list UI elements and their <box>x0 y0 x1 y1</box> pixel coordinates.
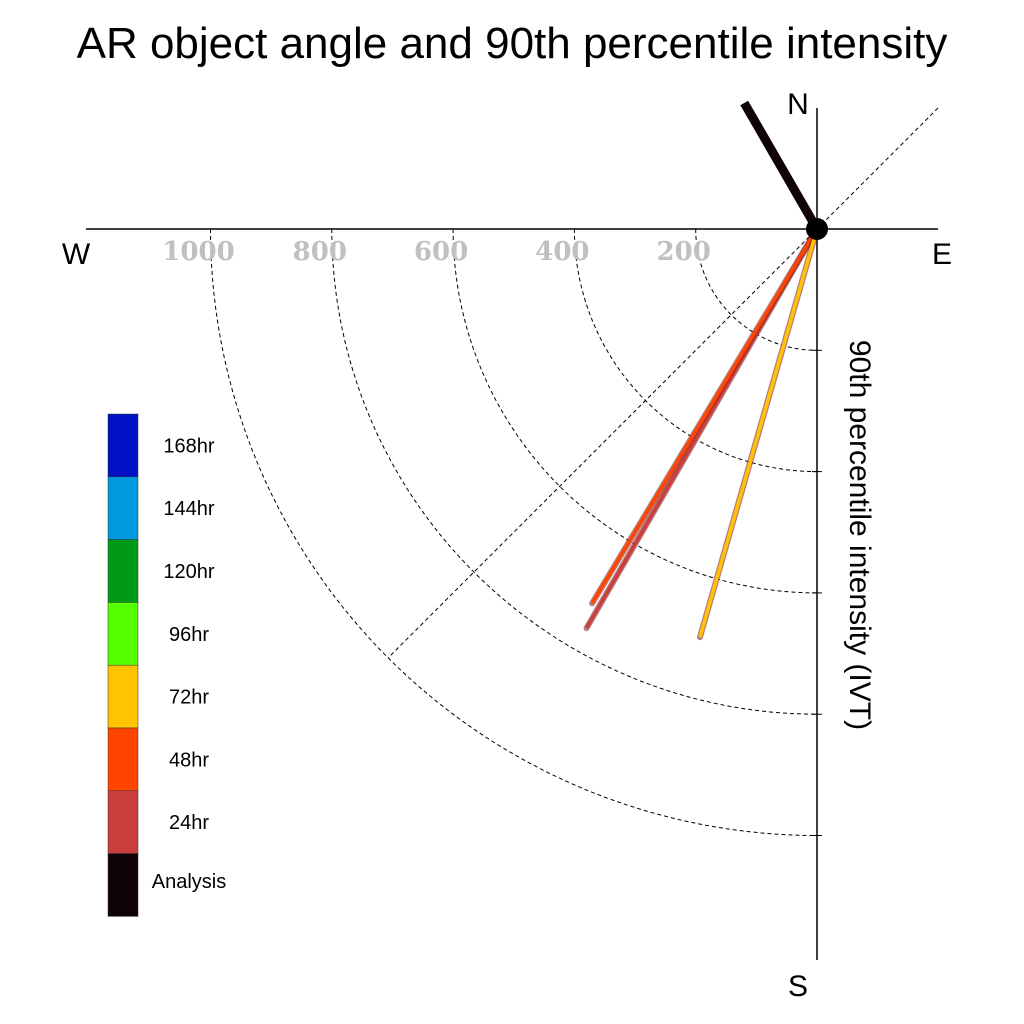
legend-label: 24hr <box>169 812 209 834</box>
legend-swatch <box>107 539 139 603</box>
legend-swatch <box>107 727 139 792</box>
legend-swatch <box>107 602 139 666</box>
legend-label: 72hr <box>169 687 209 709</box>
radial-tick-labels: 200 400 600 800 1000 <box>162 237 711 267</box>
origin-dot <box>806 218 828 240</box>
y-axis-label: 90th percentile intensity (IVT) <box>843 340 876 730</box>
legend-swatch <box>107 664 139 729</box>
legend-label: 120hr <box>163 561 214 583</box>
grid-ring-1000 <box>210 228 818 836</box>
axes-layer <box>86 108 938 960</box>
legend-label: 48hr <box>169 749 209 771</box>
legend-swatch <box>107 853 139 917</box>
radial-tick-label: 800 <box>293 237 347 267</box>
north-label: N <box>787 88 809 121</box>
grid-ring-200 <box>695 228 818 351</box>
grid-layer <box>210 107 939 836</box>
legend-label: Analysis <box>152 871 226 893</box>
legend-label: 96hr <box>169 624 209 646</box>
legend-label: 144hr <box>163 498 214 520</box>
south-label: S <box>788 970 808 1003</box>
radial-tick-label: 200 <box>657 237 711 267</box>
legend-swatch <box>107 476 139 540</box>
radial-tick-label: 400 <box>535 237 589 267</box>
vector-Analysis <box>740 100 821 232</box>
legend-label: 168hr <box>163 435 214 457</box>
radial-tick-label: 600 <box>414 237 468 267</box>
grid-ring-600 <box>452 228 818 594</box>
west-label: W <box>62 238 91 271</box>
diagonal-gridline <box>387 107 939 659</box>
chart-title: AR object angle and 90th percentile inte… <box>77 19 948 68</box>
legend-swatch <box>107 413 139 478</box>
vector-72hr <box>698 228 819 638</box>
vector-48hr <box>590 228 819 605</box>
radial-tick-label: 1000 <box>162 237 234 267</box>
grid-ring-800 <box>331 228 818 715</box>
legend: 168hr 144hr 120hr 96hr 72hr 48hr 24hr Analysis <box>107 413 226 917</box>
east-label: E <box>932 238 952 271</box>
vector-layer <box>583 100 828 641</box>
legend-swatch <box>107 790 139 854</box>
